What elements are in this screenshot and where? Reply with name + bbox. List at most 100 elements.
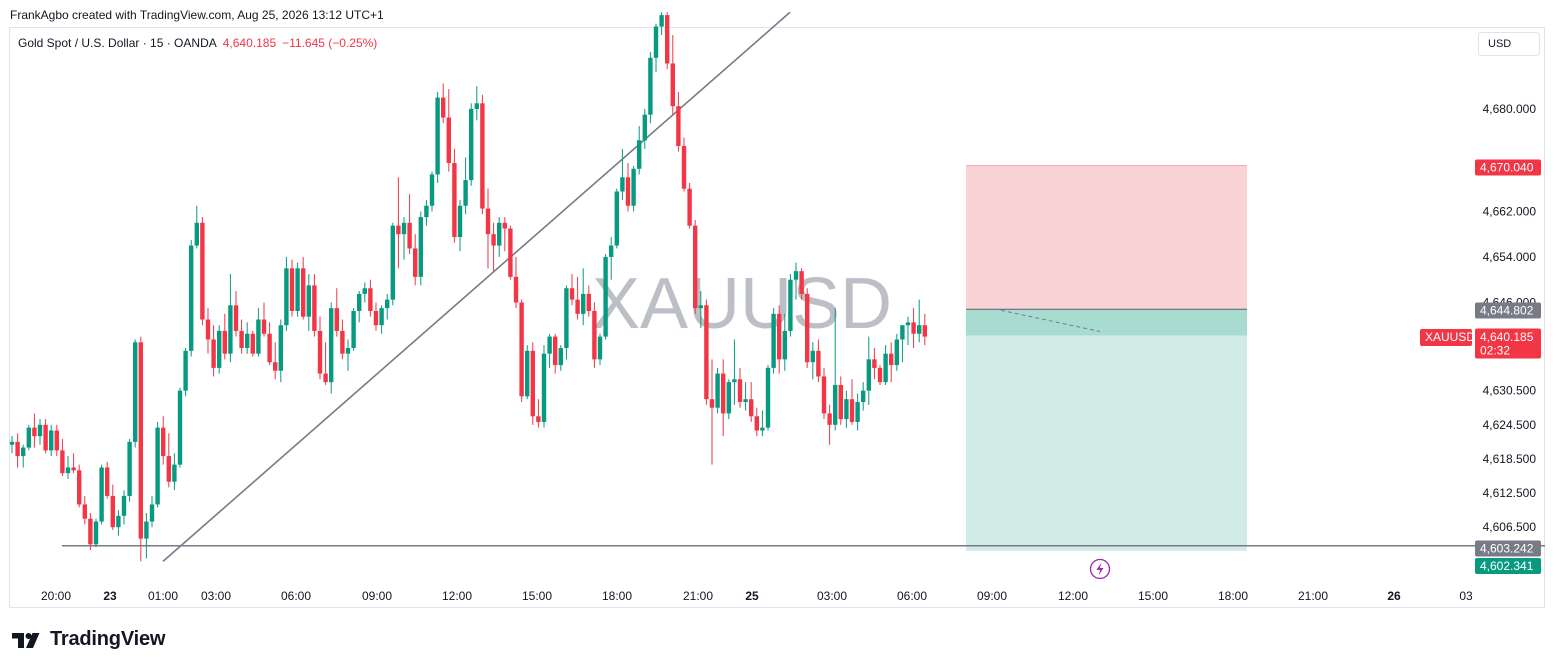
candle [357, 291, 362, 323]
candle-body [603, 256, 608, 337]
candle-body [922, 325, 927, 337]
candle-body [149, 504, 155, 522]
candle-body [278, 325, 283, 371]
candle-body [166, 456, 171, 482]
time-tick: 12:00 [442, 589, 472, 603]
candle-body [357, 293, 362, 311]
candle-body [345, 347, 351, 354]
candle-body [597, 336, 603, 360]
replay-icon[interactable] [1089, 558, 1111, 580]
candle-body [116, 515, 121, 528]
candle [133, 339, 138, 448]
symbol-watermark: XAUUSD [592, 264, 892, 344]
candle-body [26, 427, 31, 448]
candle-body [771, 313, 776, 368]
candle-body [306, 285, 311, 317]
time-tick: 06:00 [281, 589, 311, 603]
candle [194, 205, 199, 249]
candle [345, 339, 351, 371]
candle [284, 256, 289, 331]
candle-body [222, 330, 227, 354]
candle-body [457, 205, 463, 238]
candle [88, 512, 93, 550]
candle [502, 217, 507, 252]
candle [77, 464, 82, 508]
candle [110, 484, 115, 531]
candle-body [65, 467, 71, 474]
candle [917, 299, 922, 343]
candle-body [441, 97, 446, 118]
candle-body [861, 390, 866, 403]
candle-body [894, 339, 899, 366]
candle-body [749, 399, 754, 417]
price-change: −11.645 (−0.25%) [282, 36, 378, 50]
candle [530, 342, 535, 425]
drawing-lines [62, 11, 1545, 562]
candle-body [866, 359, 871, 391]
candle [648, 52, 653, 124]
candle [385, 293, 390, 320]
candle [43, 419, 48, 454]
candle [172, 453, 177, 491]
target-price-label-text: 4,602.341 [1480, 559, 1534, 573]
candle [788, 274, 793, 337]
candle-body [810, 350, 815, 363]
position-dashed-link [1000, 309, 1101, 333]
candle [452, 148, 457, 243]
candle-body [709, 399, 715, 408]
candle-body [569, 288, 575, 300]
price-tick: 4,624.500 [1483, 418, 1537, 432]
tradingview-logo-icon [12, 632, 40, 648]
candle [704, 299, 709, 405]
candle [373, 302, 379, 331]
candle [183, 347, 188, 397]
candle [317, 316, 323, 380]
candle [138, 336, 143, 562]
entry-price-label: 4,644.802 [1475, 302, 1541, 319]
candle-body [642, 114, 647, 141]
candle [575, 276, 580, 320]
candle [329, 302, 334, 394]
candle [37, 419, 43, 445]
candle-body [172, 464, 177, 482]
candle-body [93, 521, 99, 545]
currency-button[interactable]: USD [1478, 32, 1540, 56]
candle-body [732, 379, 737, 383]
candle [228, 274, 233, 363]
candle-body [737, 379, 743, 403]
candle [553, 333, 558, 374]
candle [121, 490, 127, 525]
candle [429, 171, 435, 212]
candle-body [161, 427, 166, 457]
candle-body [659, 15, 664, 27]
last-price: 4,640.185 [222, 36, 277, 50]
candle [26, 424, 31, 451]
time-tick: 25 [745, 589, 759, 603]
time-tick: 21:00 [1298, 589, 1328, 603]
candle [485, 188, 491, 269]
candle [424, 200, 429, 226]
candle [54, 424, 59, 457]
price-tick: 4,680.000 [1483, 102, 1537, 116]
candle [687, 182, 692, 229]
candle-body [351, 310, 356, 348]
candle [558, 345, 563, 371]
time-tick: 09:00 [362, 589, 392, 603]
price-labels: 4,670.0404,644.8024,640.18502:32XAUUSD4,… [1420, 159, 1541, 574]
candle [407, 194, 412, 255]
candle-body [469, 109, 474, 181]
candle [793, 262, 799, 300]
candle [463, 157, 468, 215]
candle [233, 291, 239, 337]
candle-body [177, 390, 183, 465]
candle [547, 333, 552, 368]
candle [413, 234, 418, 286]
candle-body [889, 353, 894, 366]
candle-body [273, 362, 278, 371]
candle-body [760, 427, 765, 431]
tradingview-logo[interactable]: TradingView [12, 628, 165, 651]
candle-body [60, 450, 65, 474]
price-tick: 4,662.000 [1483, 204, 1537, 218]
